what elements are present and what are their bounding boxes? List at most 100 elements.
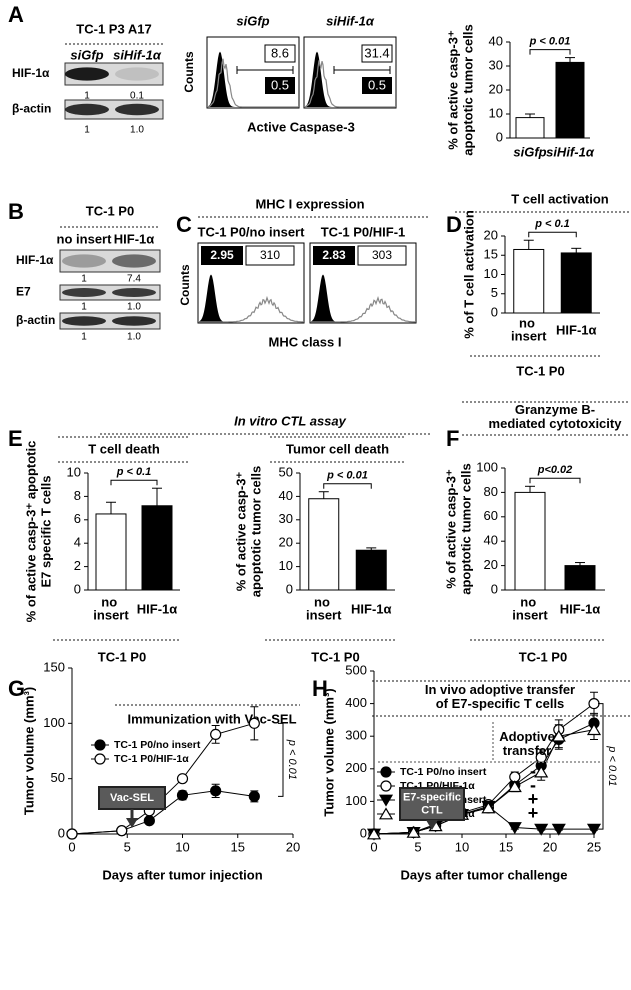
blot-band (62, 254, 106, 268)
marker (366, 827, 382, 840)
transfer-sign: - (530, 775, 536, 795)
y-tick-label: 0 (496, 129, 503, 144)
legend-label: TC-1 P0/HIF-1α (114, 753, 189, 765)
significance-label: p < 0.01 (326, 470, 368, 482)
panel-letter: A (8, 2, 24, 27)
y-axis-label-line: % of active casp-3⁺ apoptotic (24, 441, 39, 623)
significance-bracket (528, 231, 577, 238)
annotation-box (399, 787, 465, 821)
chart-footer: TC-1 P0 (98, 649, 146, 664)
panel-title: In vitro CTL assay (234, 413, 347, 428)
marker (406, 825, 421, 838)
blot-band (65, 103, 109, 116)
panel-title: T cell activation (511, 191, 609, 206)
band-quantification: 1 (84, 91, 90, 102)
band-quantification: 1 (81, 274, 87, 285)
band-quantification: 1.0 (127, 332, 141, 343)
value-box (362, 77, 392, 94)
annotation-label-line: Vac-SEL (110, 792, 154, 804)
y-tick-label: 0 (491, 304, 498, 319)
low-value: 0.5 (271, 77, 289, 92)
panel-title-line: mediated cytotoxicity (489, 416, 623, 431)
bar (514, 491, 546, 591)
significance-label: p < 0.1 (534, 218, 570, 230)
row-label: E7 (16, 285, 31, 299)
band-quantification: 1 (84, 125, 90, 136)
significance-label: p < 0.1 (116, 466, 152, 478)
category-label: HIF-1α (556, 322, 597, 337)
transfer-label-line: Adoptive (499, 729, 555, 744)
y-tick-label: 30 (279, 511, 293, 526)
bar (564, 565, 596, 591)
value-box (201, 246, 243, 265)
band-quantification: 1.0 (127, 302, 141, 313)
row-label: HIF-1α (16, 253, 54, 267)
panel-title-line: In vivo adoptive transfer (425, 682, 575, 697)
x-axis-label: Active Caspase-3 (247, 119, 355, 134)
y-tick-label: 0 (286, 581, 293, 596)
y-tick-label: 5 (491, 285, 498, 300)
significance-label: p < 0.01 (286, 739, 298, 780)
marker (116, 825, 128, 837)
panel-title-line: Granzyme B- (515, 402, 595, 417)
x-tick-label: 5 (414, 839, 421, 854)
transfer-sign: + (528, 803, 539, 823)
annotation-arrowhead (426, 820, 438, 830)
y-tick-label: 20 (484, 557, 498, 572)
marker (66, 828, 78, 840)
y-tick-label: 40 (279, 488, 293, 503)
marker (588, 697, 600, 710)
y-axis-label-line: apoptotic tumor cells (249, 466, 264, 597)
significance-label: p<0.02 (537, 464, 573, 476)
annotation-label-line: E7-specific (403, 791, 461, 803)
marker (176, 789, 189, 801)
blot-band (112, 316, 156, 326)
y-tick-label: 500 (345, 662, 367, 677)
transfer-sign: + (528, 789, 539, 809)
value-box (361, 44, 393, 63)
blot-band (65, 67, 109, 81)
marker (248, 790, 260, 802)
y-tick-label: 150 (43, 659, 65, 674)
y-axis-label-line: % of active casp-3⁺ (234, 472, 249, 592)
y-tick-label: 50 (279, 464, 293, 479)
x-tick-label: 10 (455, 839, 469, 854)
gated-value: 310 (260, 248, 280, 262)
y-axis-label: Counts (178, 264, 192, 306)
lane-label: HIF-1α (114, 231, 155, 246)
marker (248, 717, 260, 729)
y-tick-label: 60 (484, 508, 498, 523)
category-label: siGfp (513, 144, 546, 159)
value-box (245, 245, 295, 266)
category-label: HIF-1α (351, 601, 392, 616)
bar (141, 505, 173, 591)
marker (507, 822, 522, 835)
y-axis-label: % of active casp-3⁺apoptotic tumor cells (234, 466, 264, 597)
marker (534, 823, 549, 836)
marker (176, 773, 189, 785)
x-tick-label: 0 (370, 839, 377, 854)
marker (586, 823, 602, 836)
plot-title: TC-1 P0/no insert (198, 224, 306, 239)
value-box (265, 77, 295, 94)
marker (551, 729, 566, 742)
y-tick-label: 0 (360, 825, 367, 840)
blot-band (115, 103, 159, 116)
marker (380, 766, 392, 778)
y-axis-label-line: % of active casp-3⁺ (446, 30, 461, 150)
plot-title: TC-1 P0/HIF-1 (321, 224, 406, 239)
marker (380, 780, 392, 792)
category-label: no insert (511, 316, 547, 344)
marker (535, 751, 547, 763)
y-tick-label: 400 (345, 695, 367, 710)
histogram-line (311, 296, 415, 323)
bar (308, 498, 340, 591)
lane-label: no insert (57, 231, 113, 246)
row-label: β-actin (16, 313, 55, 327)
transfer-frame (378, 722, 600, 763)
y-tick-label: 10 (489, 105, 503, 120)
x-tick-label: 5 (124, 839, 131, 854)
significance-bracket (529, 49, 571, 55)
